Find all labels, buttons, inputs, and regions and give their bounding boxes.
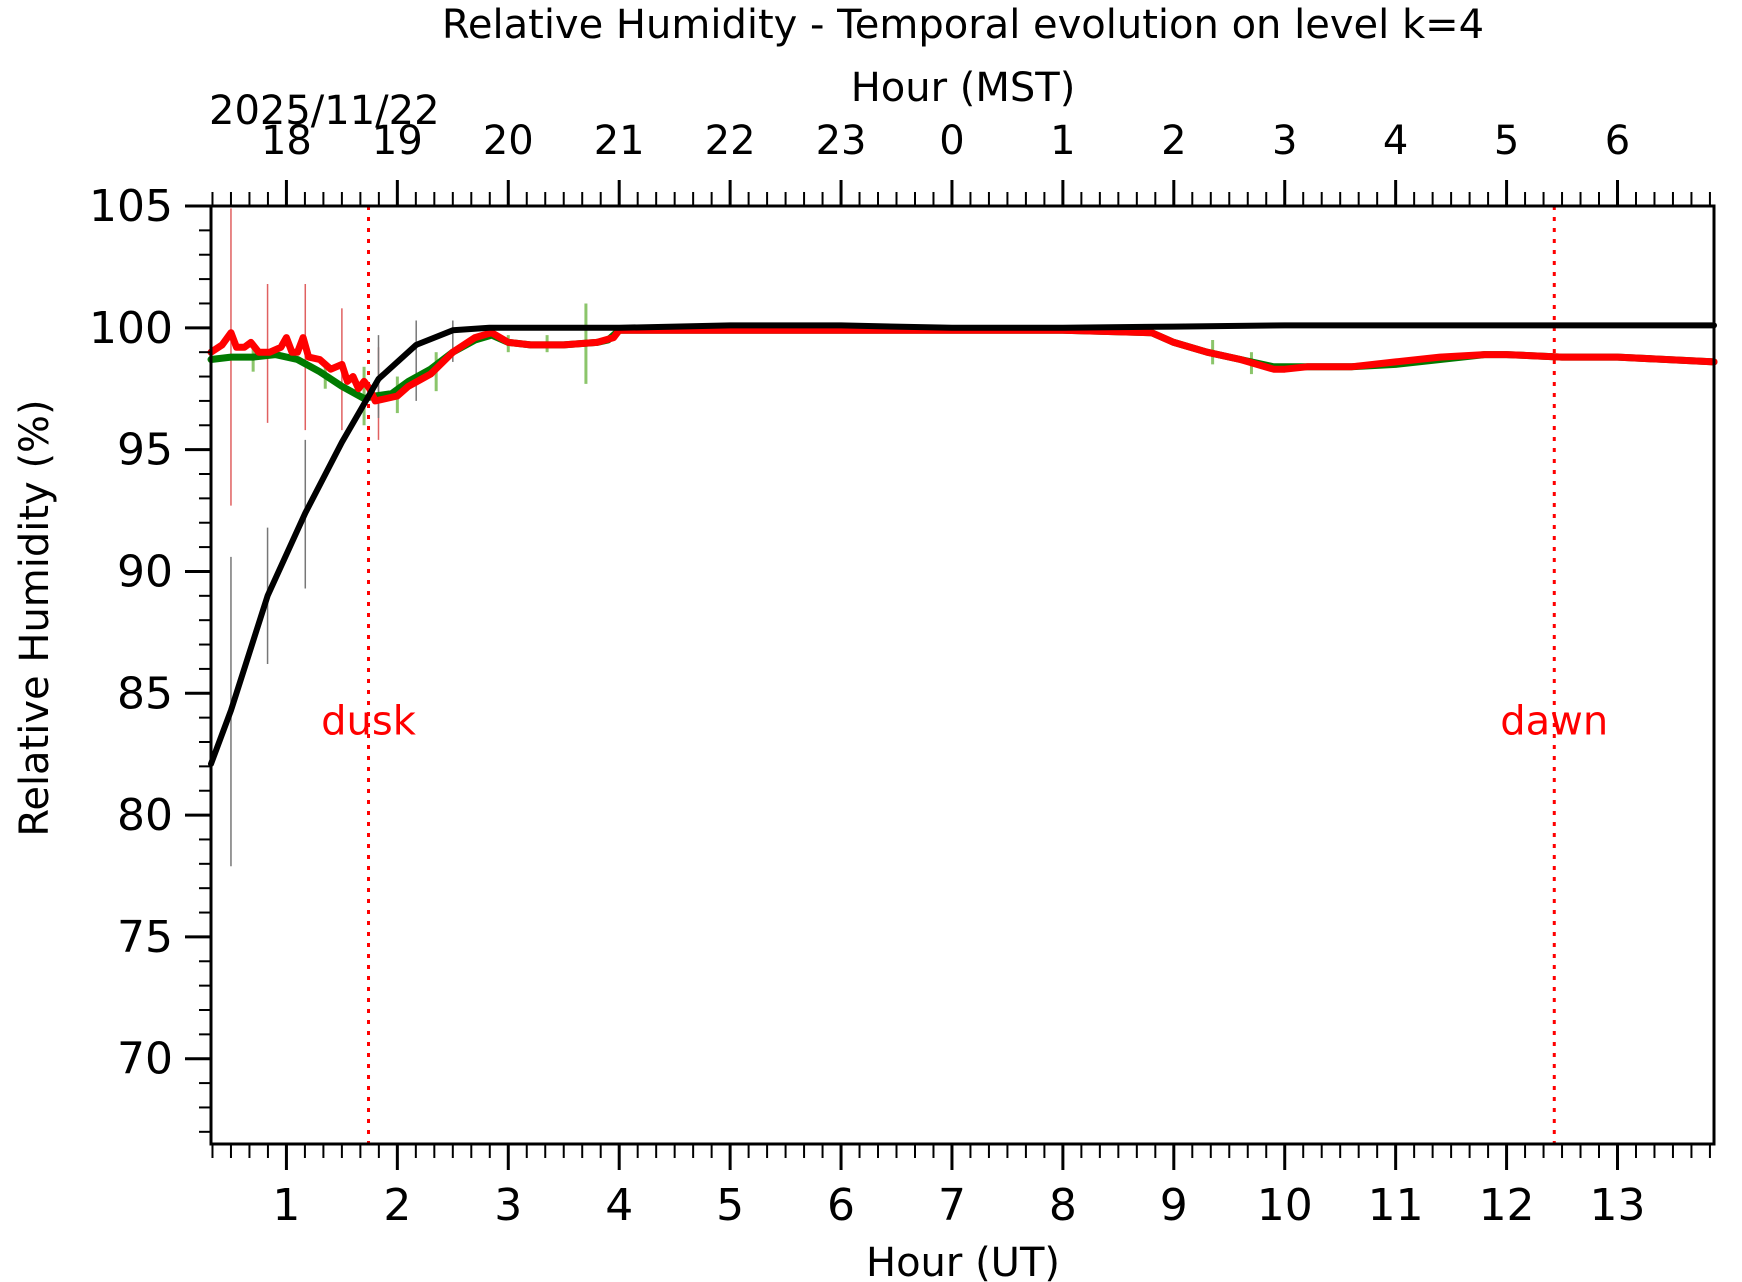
x2-tick-label: 20 [483,118,534,164]
x2-tick-label: 19 [372,118,423,164]
x2-tick-label: 1 [1050,118,1075,164]
series-line-red [207,326,1718,405]
top-axis-title: Hour (MST) [851,65,1076,111]
x2-tick-label: 23 [816,118,867,164]
x2-tick-label: 21 [594,118,645,164]
y-tick-label: 80 [117,790,173,841]
y-tick-label: 75 [117,912,173,963]
x-tick-label: 7 [938,1180,966,1231]
x-tick-label: 11 [1368,1180,1424,1231]
chart-title: Relative Humidity - Temporal evolution o… [442,2,1484,48]
axis-ticks [185,180,1711,1170]
x2-tick-label: 3 [1272,118,1297,164]
y-tick-label: 85 [117,668,173,719]
x2-tick-label: 4 [1383,118,1408,164]
y-tick-label: 105 [89,181,173,232]
x-tick-label: 13 [1589,1180,1645,1231]
x-tick-label: 2 [383,1180,411,1231]
x-axis-title: Hour (UT) [866,1240,1060,1282]
event-label-dusk: dusk [321,699,417,745]
x-tick-label: 8 [1049,1180,1077,1231]
x2-tick-label: 18 [261,118,312,164]
x2-tick-label: 22 [705,118,756,164]
y-tick-label: 70 [117,1034,173,1085]
y-tick-label: 100 [89,303,173,354]
date-label: 2025/11/22 [209,88,440,134]
x2-tick-label: 6 [1605,118,1630,164]
y-axis-title: Relative Humidity (%) [12,399,58,836]
x-tick-label: 3 [494,1180,522,1231]
x-tick-label: 12 [1479,1180,1535,1231]
data-series [207,322,1718,767]
x2-tick-label: 0 [939,118,964,164]
x-tick-label: 10 [1257,1180,1313,1231]
x-tick-label: 5 [716,1180,744,1231]
event-label-dawn: dawn [1500,699,1608,745]
plot-frame [209,204,1716,1146]
event-markers: dusk dawn [321,206,1608,1144]
x2-tick-label: 5 [1494,118,1519,164]
x-tick-label: 1 [272,1180,300,1231]
x2-tick-label: 2 [1161,118,1186,164]
y-tick-label: 95 [117,425,173,476]
y-tick-label: 90 [117,546,173,597]
x-tick-label: 9 [1160,1180,1188,1231]
error-bars [230,208,1253,867]
x-tick-label: 6 [827,1180,855,1231]
series-line-black [208,322,1717,767]
x-tick-label: 4 [605,1180,633,1231]
